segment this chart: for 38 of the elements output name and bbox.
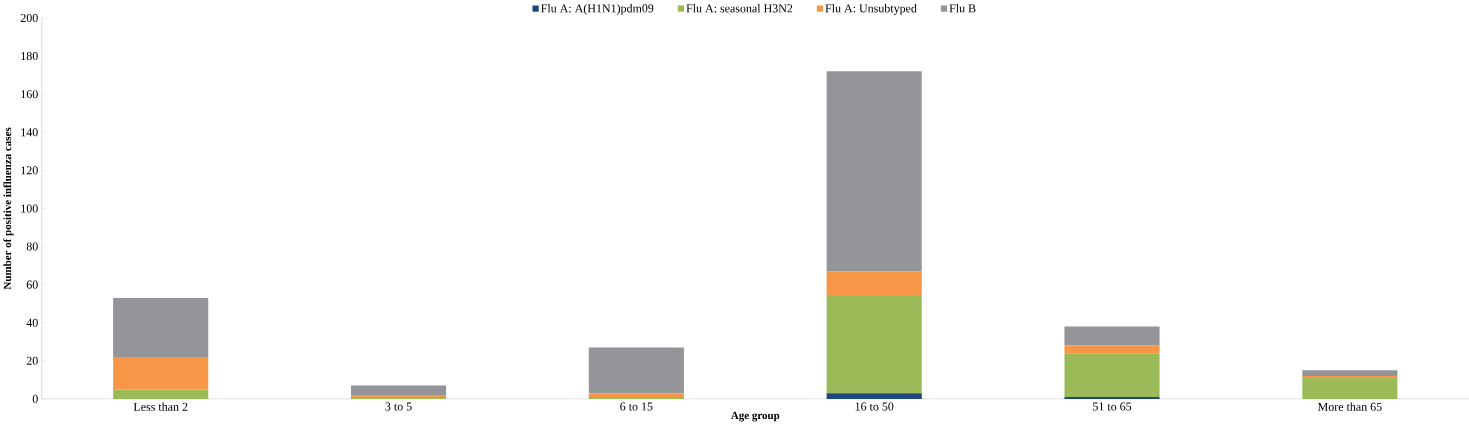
bar [826, 296, 922, 394]
y-tick-label: 20 [26, 356, 38, 365]
legend-label: Flu A: seasonal H3N2 [686, 4, 793, 13]
y-tick-label: 160 [21, 90, 38, 99]
x-tick-label: 16 to 50 [855, 402, 894, 411]
bar [826, 71, 922, 272]
y-tick-label: 120 [21, 166, 38, 175]
legend-label: Flu A: A(H1N1)pdm09 [541, 4, 654, 15]
x-tick-label: 51 to 65 [1093, 402, 1132, 411]
bar [588, 393, 684, 398]
bar [113, 298, 209, 358]
x-tick-label: More than 65 [1317, 402, 1382, 411]
bar [1064, 326, 1160, 346]
bar [113, 389, 209, 400]
x-tick-label: 6 to 15 [620, 402, 653, 411]
legend-label: Flu A: Unsubtyped [825, 4, 917, 15]
y-tick-label: 40 [26, 318, 38, 327]
bar [1064, 345, 1160, 354]
bar [113, 357, 209, 390]
y-tick-label: 80 [26, 242, 38, 251]
bar [588, 347, 684, 394]
bar [1302, 370, 1398, 377]
x-tick-label: 3 to 5 [385, 402, 412, 411]
y-tick-label: 100 [21, 204, 38, 213]
bar [1064, 353, 1160, 398]
x-tick-label: Less than 2 [133, 402, 188, 411]
y-tick-label: 200 [20, 14, 38, 23]
y-axis-title: Number of positive influenza cases [3, 127, 14, 290]
x-axis-title: Age group [730, 411, 780, 422]
bar [826, 271, 922, 297]
y-tick-label: 180 [21, 52, 38, 61]
y-tick-label: 0 [32, 395, 38, 404]
bar [350, 385, 447, 396]
legend-label: Flu B [949, 4, 976, 13]
y-tick-label: 140 [21, 128, 38, 137]
bar [826, 393, 922, 400]
y-tick-label: 60 [26, 280, 38, 289]
bar [1302, 378, 1398, 400]
